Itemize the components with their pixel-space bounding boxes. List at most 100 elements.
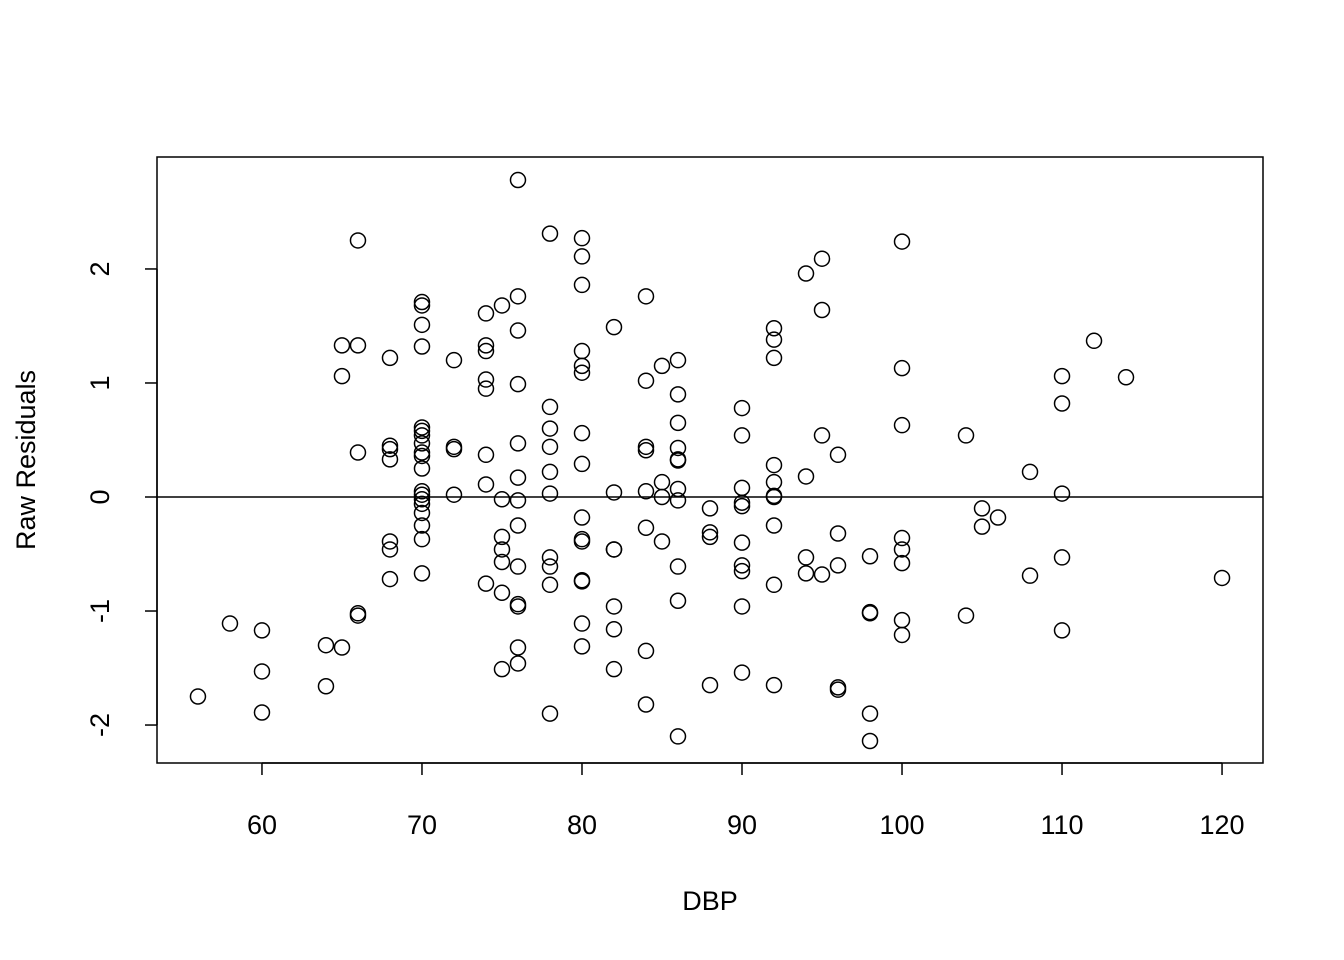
point xyxy=(573,364,591,381)
point xyxy=(509,171,527,189)
point xyxy=(349,232,367,249)
point xyxy=(733,427,751,444)
point xyxy=(893,416,911,434)
point xyxy=(509,469,527,486)
point xyxy=(493,584,511,602)
point xyxy=(573,533,591,550)
point xyxy=(381,533,399,550)
point xyxy=(541,705,559,722)
point xyxy=(445,486,463,503)
point xyxy=(477,476,495,493)
point xyxy=(573,424,591,442)
point xyxy=(669,728,687,745)
point xyxy=(637,442,655,459)
point xyxy=(477,305,495,322)
point xyxy=(765,488,783,506)
point xyxy=(493,491,511,508)
point xyxy=(861,605,879,622)
point xyxy=(1021,567,1039,584)
point xyxy=(509,598,527,615)
point xyxy=(509,517,527,534)
point xyxy=(349,444,367,461)
point xyxy=(701,524,719,541)
point xyxy=(509,558,527,575)
point xyxy=(413,293,431,311)
point xyxy=(509,375,527,393)
point xyxy=(637,519,655,537)
point xyxy=(253,704,271,721)
point xyxy=(669,480,687,498)
point xyxy=(605,598,623,615)
point xyxy=(413,504,431,522)
point xyxy=(797,549,815,566)
point xyxy=(669,351,687,369)
point xyxy=(1085,332,1103,350)
point xyxy=(541,420,559,437)
point xyxy=(893,611,911,629)
point xyxy=(989,509,1007,526)
point xyxy=(349,337,367,354)
point xyxy=(333,367,351,385)
point xyxy=(765,576,783,594)
point xyxy=(541,549,559,566)
point xyxy=(765,487,783,505)
point xyxy=(813,566,831,583)
point xyxy=(413,447,431,465)
point xyxy=(541,576,559,594)
point xyxy=(477,371,495,388)
point xyxy=(701,528,719,546)
point xyxy=(605,621,623,638)
point xyxy=(333,337,351,354)
point xyxy=(1053,395,1071,412)
x-tick-label: 70 xyxy=(407,810,437,840)
point xyxy=(445,440,463,458)
point xyxy=(573,357,591,375)
point xyxy=(893,233,911,250)
y-tick-label: -2 xyxy=(85,713,115,737)
point xyxy=(1053,367,1071,385)
point xyxy=(573,638,591,655)
point xyxy=(493,660,511,678)
point xyxy=(893,529,911,547)
point xyxy=(381,451,399,468)
point xyxy=(701,676,719,694)
point xyxy=(765,517,783,534)
point xyxy=(573,276,591,294)
point xyxy=(653,533,671,550)
point xyxy=(1021,463,1039,481)
point xyxy=(861,705,879,722)
point xyxy=(669,558,687,575)
point xyxy=(573,248,591,265)
point xyxy=(573,571,591,589)
point xyxy=(509,655,527,672)
point xyxy=(669,492,687,509)
point xyxy=(541,225,559,242)
point xyxy=(349,607,367,624)
point xyxy=(413,530,431,548)
point xyxy=(541,558,559,575)
point xyxy=(477,342,495,360)
point xyxy=(413,486,431,503)
x-axis-label: DBP xyxy=(682,886,738,916)
point xyxy=(669,439,687,457)
point xyxy=(573,573,591,590)
x-tick-label: 120 xyxy=(1200,810,1245,840)
point xyxy=(413,338,431,355)
point xyxy=(637,642,655,660)
point xyxy=(1053,485,1071,502)
plot-box xyxy=(156,156,1264,764)
point xyxy=(637,372,655,389)
point xyxy=(957,427,975,444)
point xyxy=(733,497,751,515)
point xyxy=(765,473,783,491)
point xyxy=(733,399,751,417)
point xyxy=(493,297,511,314)
point xyxy=(701,500,719,517)
point xyxy=(733,557,751,574)
point xyxy=(797,468,815,485)
point xyxy=(957,607,975,624)
point xyxy=(413,297,431,314)
point xyxy=(605,484,623,501)
point xyxy=(477,337,495,354)
point xyxy=(509,288,527,305)
